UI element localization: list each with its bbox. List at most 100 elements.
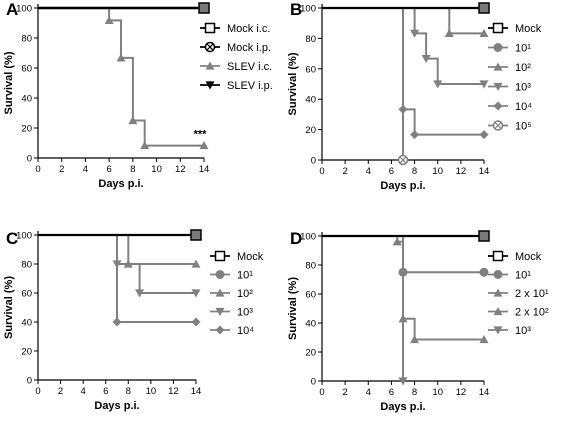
y-tick-label: 100 (16, 231, 32, 242)
x-tick-label: 8 (412, 166, 417, 177)
y-tick-label: 40 (305, 319, 316, 330)
series-mock (322, 2, 490, 14)
legend-item: Mock (488, 250, 542, 263)
legend-marker (492, 22, 504, 34)
x-tick-label: 2 (342, 166, 347, 177)
panel-b: B 0 2 4 6 8 10 12 14 0 20 40 60 80 100 Days p.i. Surviva… (287, 0, 542, 192)
x-tick-label: 0 (319, 387, 324, 398)
legend-label: 10³ (515, 82, 531, 94)
legend-label: 2 x 10¹ (515, 288, 549, 300)
x-tick-label: 0 (35, 164, 40, 175)
legend-item: SLEV i.p. (200, 80, 273, 92)
legend-marker (493, 82, 503, 91)
data-point (421, 55, 431, 64)
x-tick-label: 6 (389, 166, 394, 177)
x-tick-label: 2 (342, 387, 347, 398)
legend-marker (215, 270, 225, 279)
x-axis-title: Days p.i. (380, 180, 425, 192)
x-tick-label: 0 (319, 166, 324, 177)
series-mock (38, 229, 202, 241)
x-tick-label: 12 (456, 387, 467, 398)
series-mock (322, 230, 490, 242)
endpoint-marker (198, 2, 210, 14)
series-10- (322, 235, 489, 277)
data-point (392, 237, 402, 246)
legend-item: Mock (488, 22, 542, 35)
series-2-x-10- (322, 235, 489, 344)
x-tick-label: 12 (456, 166, 467, 177)
y-tick-label: 40 (21, 94, 32, 105)
legend-marker (493, 326, 503, 335)
x-tick-label: 4 (366, 387, 371, 398)
legend-label: 10² (515, 62, 531, 74)
legend-item: 10² (488, 62, 531, 74)
x-tick-label: 6 (389, 387, 394, 398)
data-point (433, 80, 443, 89)
legend-label: 10³ (237, 307, 253, 319)
y-tick-label: 60 (305, 290, 316, 301)
series-10- (322, 7, 489, 89)
x-tick-label: 14 (199, 164, 210, 175)
y-axis-title: Survival (%) (287, 277, 299, 340)
legend-label: 10⁵ (515, 121, 532, 133)
legend-marker (215, 288, 225, 297)
data-point (123, 259, 133, 268)
legend-item: SLEV i.c. (200, 61, 272, 73)
legend-item: 2 x 10¹ (488, 288, 549, 300)
data-point (410, 29, 420, 38)
data-point (191, 259, 201, 268)
legend-marker (205, 81, 215, 90)
legend: Mock i.c. Mock i.p. SLEV i.c. SLEV i.p. (200, 22, 273, 92)
y-axis-title: Survival (%) (287, 52, 299, 115)
x-tick-label: 10 (432, 387, 443, 398)
legend-label: 10³ (515, 325, 531, 337)
panel-letter: D (290, 229, 302, 248)
data-point (128, 116, 138, 125)
legend-marker (493, 43, 503, 52)
x-tick-label: 14 (479, 166, 490, 177)
legend-item: 10³ (488, 325, 531, 337)
legend: Mock 10¹ 10² 10³ 10⁴ (210, 250, 264, 337)
y-tick-label: 60 (21, 64, 32, 75)
legend-label: 2 x 10² (515, 307, 549, 319)
legend-label: Mock i.c. (227, 23, 270, 35)
series-line (322, 235, 484, 274)
panel-c: C 0 2 4 6 8 10 12 14 0 20 40 60 80 100 Days p.i. Surviva… (3, 229, 264, 412)
y-tick-label: 100 (16, 4, 32, 15)
legend-item: Mock i.c. (200, 22, 270, 35)
y-tick-label: 100 (300, 232, 316, 243)
data-point (410, 335, 420, 344)
legend-marker (493, 62, 503, 71)
data-point (104, 15, 114, 25)
series-10- (322, 7, 409, 166)
series-10- (322, 7, 489, 37)
x-tick-label: 0 (35, 386, 40, 397)
legend-label: Mock i.p. (227, 42, 271, 54)
data-point (410, 130, 420, 140)
legend-label: 10⁴ (515, 101, 532, 113)
series-line (38, 7, 204, 147)
y-tick-label: 80 (21, 34, 32, 45)
y-tick-label: 60 (305, 64, 316, 75)
legend-marker (493, 101, 503, 111)
y-tick-label: 20 (21, 124, 32, 135)
y-tick-label: 20 (305, 348, 316, 359)
data-point (112, 260, 122, 269)
endpoint-marker (190, 229, 202, 241)
x-tick-label: 4 (366, 166, 371, 177)
series-10- (38, 234, 201, 327)
legend-marker (215, 325, 225, 335)
legend-marker (205, 61, 215, 70)
legend-marker (493, 307, 503, 316)
legend-label: 10¹ (237, 270, 253, 282)
data-point (398, 377, 408, 386)
panel-letter: C (6, 229, 18, 248)
x-axis-title: Days p.i. (98, 178, 143, 190)
legend-marker (492, 120, 504, 131)
data-point (444, 28, 454, 37)
legend-item: 10³ (210, 307, 253, 319)
y-tick-label: 0 (311, 377, 316, 388)
y-tick-label: 80 (21, 260, 32, 271)
series-slev-i-c- (38, 7, 209, 150)
x-tick-label: 12 (175, 164, 186, 175)
